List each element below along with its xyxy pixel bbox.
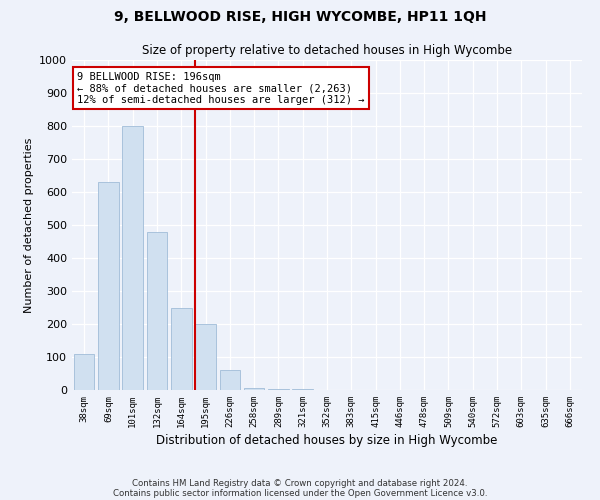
Text: Contains HM Land Registry data © Crown copyright and database right 2024.: Contains HM Land Registry data © Crown c… xyxy=(132,478,468,488)
Bar xyxy=(146,232,167,390)
Text: 9, BELLWOOD RISE, HIGH WYCOMBE, HP11 1QH: 9, BELLWOOD RISE, HIGH WYCOMBE, HP11 1QH xyxy=(114,10,486,24)
X-axis label: Distribution of detached houses by size in High Wycombe: Distribution of detached houses by size … xyxy=(157,434,497,447)
Bar xyxy=(268,389,289,390)
Title: Size of property relative to detached houses in High Wycombe: Size of property relative to detached ho… xyxy=(142,44,512,58)
Bar xyxy=(195,324,216,390)
Bar xyxy=(220,370,240,390)
Text: Contains public sector information licensed under the Open Government Licence v3: Contains public sector information licen… xyxy=(113,488,487,498)
Bar xyxy=(98,182,119,390)
Text: 9 BELLWOOD RISE: 196sqm
← 88% of detached houses are smaller (2,263)
12% of semi: 9 BELLWOOD RISE: 196sqm ← 88% of detache… xyxy=(77,72,365,105)
Bar xyxy=(74,354,94,390)
Bar xyxy=(171,308,191,390)
Bar xyxy=(244,388,265,390)
Y-axis label: Number of detached properties: Number of detached properties xyxy=(23,138,34,312)
Bar xyxy=(122,126,143,390)
